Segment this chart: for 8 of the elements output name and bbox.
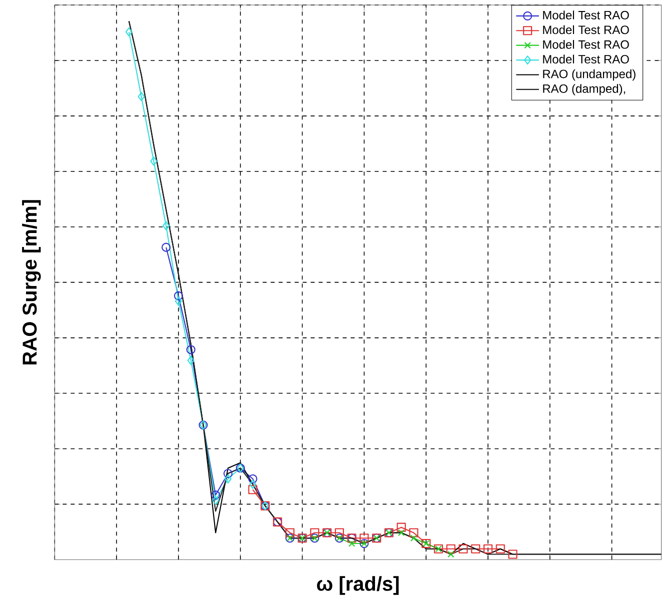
legend-label: RAO (undamped) <box>543 69 636 81</box>
legend-label: Model Test RAO <box>543 25 629 34</box>
x-axis-title: ω [rad/s] <box>317 576 399 595</box>
legend-label: Model Test RAO <box>543 54 629 64</box>
legend-label: Model Test RAO <box>543 10 629 20</box>
y-axis-title: RAO Surge [m/m] <box>22 200 41 364</box>
legend-label: RAO (damped), <box>543 84 626 96</box>
legend-label: Model Test RAO <box>543 40 629 49</box>
